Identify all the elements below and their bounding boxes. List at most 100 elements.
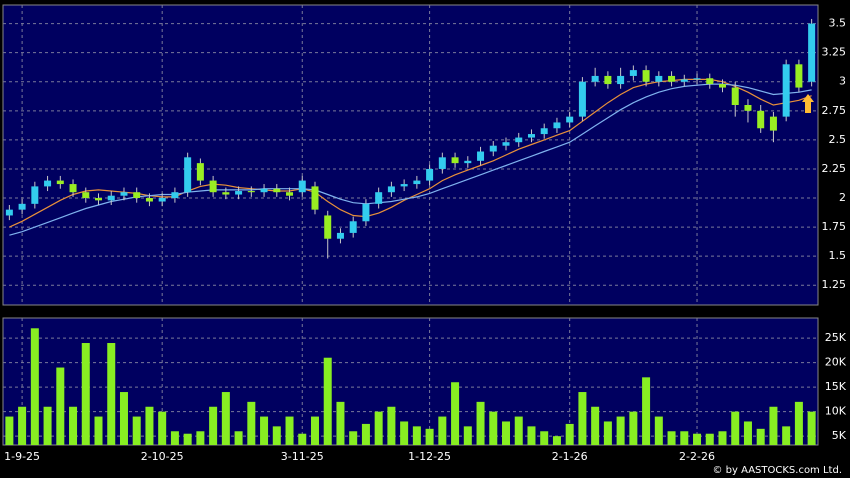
volume-bar xyxy=(603,421,612,445)
candle-body xyxy=(706,78,714,85)
volume-bar xyxy=(451,382,460,445)
x-tick-label: 2-10-25 xyxy=(141,450,184,463)
candle-body xyxy=(540,128,548,135)
volume-bar xyxy=(387,406,396,445)
y-tick-label: 25K xyxy=(825,331,847,344)
candle-body xyxy=(56,180,64,185)
volume-bar xyxy=(69,406,78,445)
volume-bar xyxy=(731,411,740,445)
candle-body xyxy=(273,188,281,193)
x-tick-label: 1-9-25 xyxy=(4,450,40,463)
volume-bar xyxy=(400,421,409,445)
candle-body xyxy=(502,142,510,146)
volume-bar xyxy=(616,416,625,445)
volume-bar xyxy=(56,367,65,445)
volume-bar xyxy=(642,377,651,445)
candle-body xyxy=(31,186,39,204)
y-tick-label: 2.5 xyxy=(829,133,847,146)
y-tick-label: 15K xyxy=(825,380,847,393)
candle-body xyxy=(375,192,383,204)
volume-bar xyxy=(361,423,370,445)
volume-bar xyxy=(756,428,765,445)
candle-body xyxy=(387,186,395,193)
volume-bar xyxy=(769,406,778,445)
volume-bar xyxy=(298,433,307,445)
volume-bar xyxy=(578,392,587,445)
candle-body xyxy=(629,70,637,76)
volume-bar xyxy=(527,426,536,445)
candle-body xyxy=(744,105,752,111)
y-tick-label: 10K xyxy=(825,405,847,418)
volume-bar xyxy=(654,416,663,445)
volume-bar xyxy=(412,426,421,445)
volume-bar xyxy=(807,411,816,445)
y-tick-label: 5K xyxy=(832,429,847,442)
candle-body xyxy=(260,188,268,193)
candle-body xyxy=(196,163,204,181)
candle-body xyxy=(184,157,192,193)
volume-bar xyxy=(374,411,383,445)
candle-body xyxy=(795,64,803,88)
x-tick-label: 1-12-25 xyxy=(408,450,451,463)
x-tick-label: 2-1-26 xyxy=(552,450,588,463)
candle-body xyxy=(527,134,535,138)
y-tick-label: 1.5 xyxy=(829,249,847,262)
volume-bar xyxy=(552,436,561,445)
y-tick-label: 3.5 xyxy=(829,17,847,30)
candle-body xyxy=(298,180,306,193)
candle-body xyxy=(82,192,90,199)
candle-body xyxy=(222,192,230,195)
volume-bar xyxy=(489,411,498,445)
copyright: © by AASTOCKS.com Ltd. xyxy=(712,465,842,476)
volume-bar xyxy=(425,428,434,445)
volume-bar xyxy=(336,401,345,445)
y-tick-label: 20K xyxy=(825,356,847,369)
volume-bar xyxy=(718,431,727,445)
volume-bar xyxy=(502,421,511,445)
candle-body xyxy=(438,157,446,169)
volume-bar xyxy=(119,392,128,445)
moving-average-line xyxy=(9,78,812,228)
y-tick-label: 1.25 xyxy=(822,278,847,291)
candle-body xyxy=(171,192,179,199)
volume-bar xyxy=(81,343,90,445)
volume-bar xyxy=(145,406,154,445)
candle-body xyxy=(209,180,217,193)
candle-body xyxy=(95,198,103,201)
volume-bar xyxy=(540,431,549,445)
candle-body xyxy=(489,145,497,152)
volume-bar xyxy=(680,431,689,445)
volume-bar xyxy=(272,426,281,445)
candle-body xyxy=(426,168,434,181)
candle-body xyxy=(44,180,52,187)
candle-body xyxy=(362,203,370,222)
y-tick-label: 1.75 xyxy=(822,220,847,233)
x-tick-label: 3-11-25 xyxy=(281,450,324,463)
candle-body xyxy=(464,160,472,164)
candle-body xyxy=(311,186,319,210)
volume-bar xyxy=(43,406,52,445)
volume-bar xyxy=(132,416,141,445)
candle-body xyxy=(515,137,523,143)
candle-body xyxy=(680,79,688,82)
volume-bar xyxy=(476,401,485,445)
volume-bar xyxy=(285,416,294,445)
candle-body xyxy=(413,180,421,185)
volume-bar xyxy=(629,411,638,445)
candle-body xyxy=(235,191,243,195)
candle-body xyxy=(336,232,344,239)
volume-bar xyxy=(565,423,574,445)
volume-bar xyxy=(349,431,358,445)
candle-body xyxy=(578,81,586,117)
candle-body xyxy=(158,198,166,202)
candle-body xyxy=(731,87,739,105)
candle-body xyxy=(400,184,408,187)
y-tick-label: 3 xyxy=(839,75,846,88)
volume-bar xyxy=(667,431,676,445)
volume-bar xyxy=(170,431,179,445)
candle-body xyxy=(718,84,726,88)
candle-body xyxy=(324,215,332,239)
candle-body xyxy=(451,157,459,164)
volume-bar xyxy=(209,406,218,445)
volume-bar xyxy=(693,433,702,445)
